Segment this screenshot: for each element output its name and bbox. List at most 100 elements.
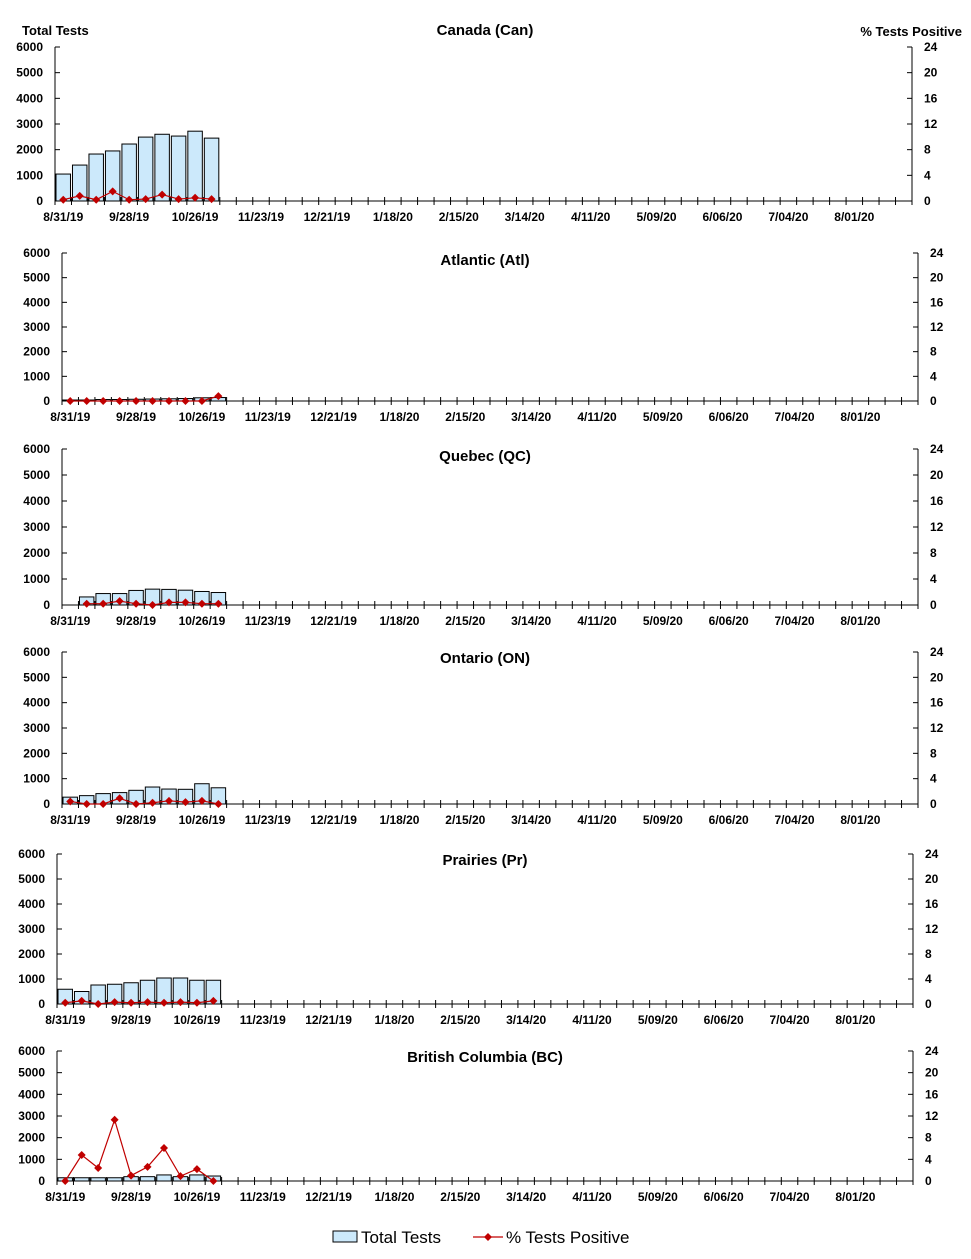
y-tick-label: 6000 — [23, 246, 50, 260]
y2-tick-label: 8 — [930, 546, 937, 560]
y2-tick-label: 8 — [925, 1131, 932, 1145]
y2-tick-label: 4 — [924, 168, 931, 182]
y-tick-label: 4000 — [23, 494, 50, 508]
point-pct-positive — [181, 397, 190, 405]
point-pct-positive — [77, 1151, 86, 1159]
x-tick-label: 9/28/19 — [109, 210, 149, 224]
panel-4: Prairies (Pr) 0 1000 2000 3000 4000 5000 6000 0 4… — [18, 847, 938, 1027]
y-tick-label: 6000 — [23, 442, 50, 456]
y-tick-label: 2000 — [18, 947, 45, 961]
y2-tick-label: 20 — [924, 66, 938, 80]
y-tick-label: 5000 — [23, 271, 50, 285]
y-tick-label: 6000 — [18, 847, 45, 861]
legend-diamond-marker — [484, 1233, 492, 1241]
x-tick-label: 4/11/20 — [572, 1013, 612, 1027]
x-tick-label: 1/18/20 — [373, 210, 413, 224]
x-tick-label: 1/18/20 — [374, 1013, 414, 1027]
y-tick-label: 4000 — [23, 696, 50, 710]
panel-1: Atlantic (Atl) 0 1000 2000 3000 4000 5000 6000 0… — [23, 246, 943, 424]
x-tick-label: 3/14/20 — [511, 614, 551, 628]
x-tick-label: 4/11/20 — [572, 1190, 612, 1204]
bar-total-tests — [88, 153, 104, 202]
panel-0: Canada (Can) 0 1000 2000 3000 4000 5000 6000 0 4 8… — [16, 22, 937, 224]
x-tick-label: 6/06/20 — [709, 410, 749, 424]
y-tick-label: 1000 — [23, 369, 50, 383]
y2-tick-label: 16 — [930, 494, 944, 508]
point-pct-positive — [192, 998, 201, 1007]
y2-tick-label: 16 — [930, 295, 944, 309]
y-tick-label: 5000 — [23, 670, 50, 684]
y-tick-label: 2000 — [16, 143, 43, 157]
panel-title: Quebec (QC) — [439, 448, 531, 465]
point-pct-positive — [108, 187, 117, 196]
y2-tick-label: 0 — [925, 1174, 932, 1188]
y-tick-label: 6000 — [23, 645, 50, 659]
y2-axis-label: % Tests Positive — [860, 24, 962, 39]
y2-tick-label: 24 — [930, 246, 944, 260]
y2-tick-label: 12 — [925, 922, 939, 936]
bar-total-tests — [137, 136, 154, 202]
x-tick-label: 10/26/19 — [174, 1013, 221, 1027]
x-tick-label: 7/04/20 — [768, 210, 808, 224]
point-pct-positive — [132, 800, 141, 808]
x-tick-label: 10/26/19 — [179, 410, 226, 424]
y2-tick-label: 8 — [930, 345, 937, 359]
x-tick-label: 5/09/20 — [643, 813, 683, 827]
point-pct-positive — [61, 1177, 70, 1185]
y2-tick-label: 16 — [930, 696, 944, 710]
y2-tick-label: 12 — [925, 1109, 939, 1123]
y-tick-label: 0 — [43, 797, 50, 811]
x-tick-label: 4/11/20 — [571, 210, 611, 224]
y2-tick-label: 12 — [930, 320, 944, 334]
x-tick-label: 8/01/20 — [834, 210, 874, 224]
point-pct-positive — [214, 599, 223, 608]
panel-title: Ontario (ON) — [440, 650, 530, 667]
x-tick-label: 5/09/20 — [643, 614, 683, 628]
point-pct-positive — [99, 800, 108, 808]
x-tick-label: 8/31/19 — [50, 410, 90, 424]
point-pct-positive — [92, 195, 101, 204]
point-pct-positive — [110, 998, 119, 1007]
x-tick-label: 9/28/19 — [111, 1190, 151, 1204]
point-pct-positive — [94, 1000, 103, 1008]
x-tick-label: 8/01/20 — [835, 1013, 875, 1027]
y2-tick-label: 24 — [925, 847, 939, 861]
panel-5: British Columbia (BC) 0 1000 2000 3000 4000 50… — [18, 1044, 938, 1204]
y2-tick-label: 24 — [925, 1044, 939, 1058]
y-tick-label: 5000 — [18, 872, 45, 886]
point-pct-positive — [82, 800, 91, 808]
y-tick-label: 6000 — [16, 40, 43, 54]
x-tick-label: 12/21/19 — [310, 614, 357, 628]
x-tick-label: 7/04/20 — [775, 410, 815, 424]
y2-tick-label: 8 — [930, 746, 937, 760]
y-tick-label: 5000 — [23, 468, 50, 482]
x-tick-label: 1/18/20 — [379, 813, 419, 827]
x-tick-label: 12/21/19 — [305, 1190, 352, 1204]
point-pct-positive — [214, 392, 223, 401]
x-tick-label: 2/15/20 — [439, 210, 479, 224]
x-tick-label: 5/09/20 — [643, 410, 683, 424]
y-tick-label: 4000 — [23, 295, 50, 309]
x-tick-label: 1/18/20 — [374, 1190, 414, 1204]
x-tick-label: 4/11/20 — [577, 410, 617, 424]
x-tick-label: 8/01/20 — [835, 1190, 875, 1204]
x-tick-label: 10/26/19 — [172, 210, 219, 224]
y2-tick-label: 8 — [924, 143, 931, 157]
x-tick-label: 11/23/19 — [245, 813, 291, 827]
x-tick-label: 2/15/20 — [445, 813, 485, 827]
bar-total-tests — [170, 135, 187, 202]
y-tick-label: 2000 — [23, 546, 50, 560]
y2-tick-label: 4 — [925, 972, 932, 986]
line-pct-positive — [65, 1000, 214, 1005]
point-pct-positive — [127, 998, 136, 1007]
y-tick-label: 1000 — [23, 572, 50, 586]
y-tick-label: 5000 — [16, 66, 43, 80]
x-tick-label: 10/26/19 — [179, 813, 226, 827]
y-tick-label: 1000 — [16, 168, 43, 182]
point-pct-positive — [110, 1115, 119, 1124]
y2-tick-label: 20 — [925, 872, 939, 886]
x-tick-label: 12/21/19 — [310, 813, 357, 827]
x-tick-label: 2/15/20 — [445, 614, 485, 628]
point-pct-positive — [148, 798, 157, 807]
